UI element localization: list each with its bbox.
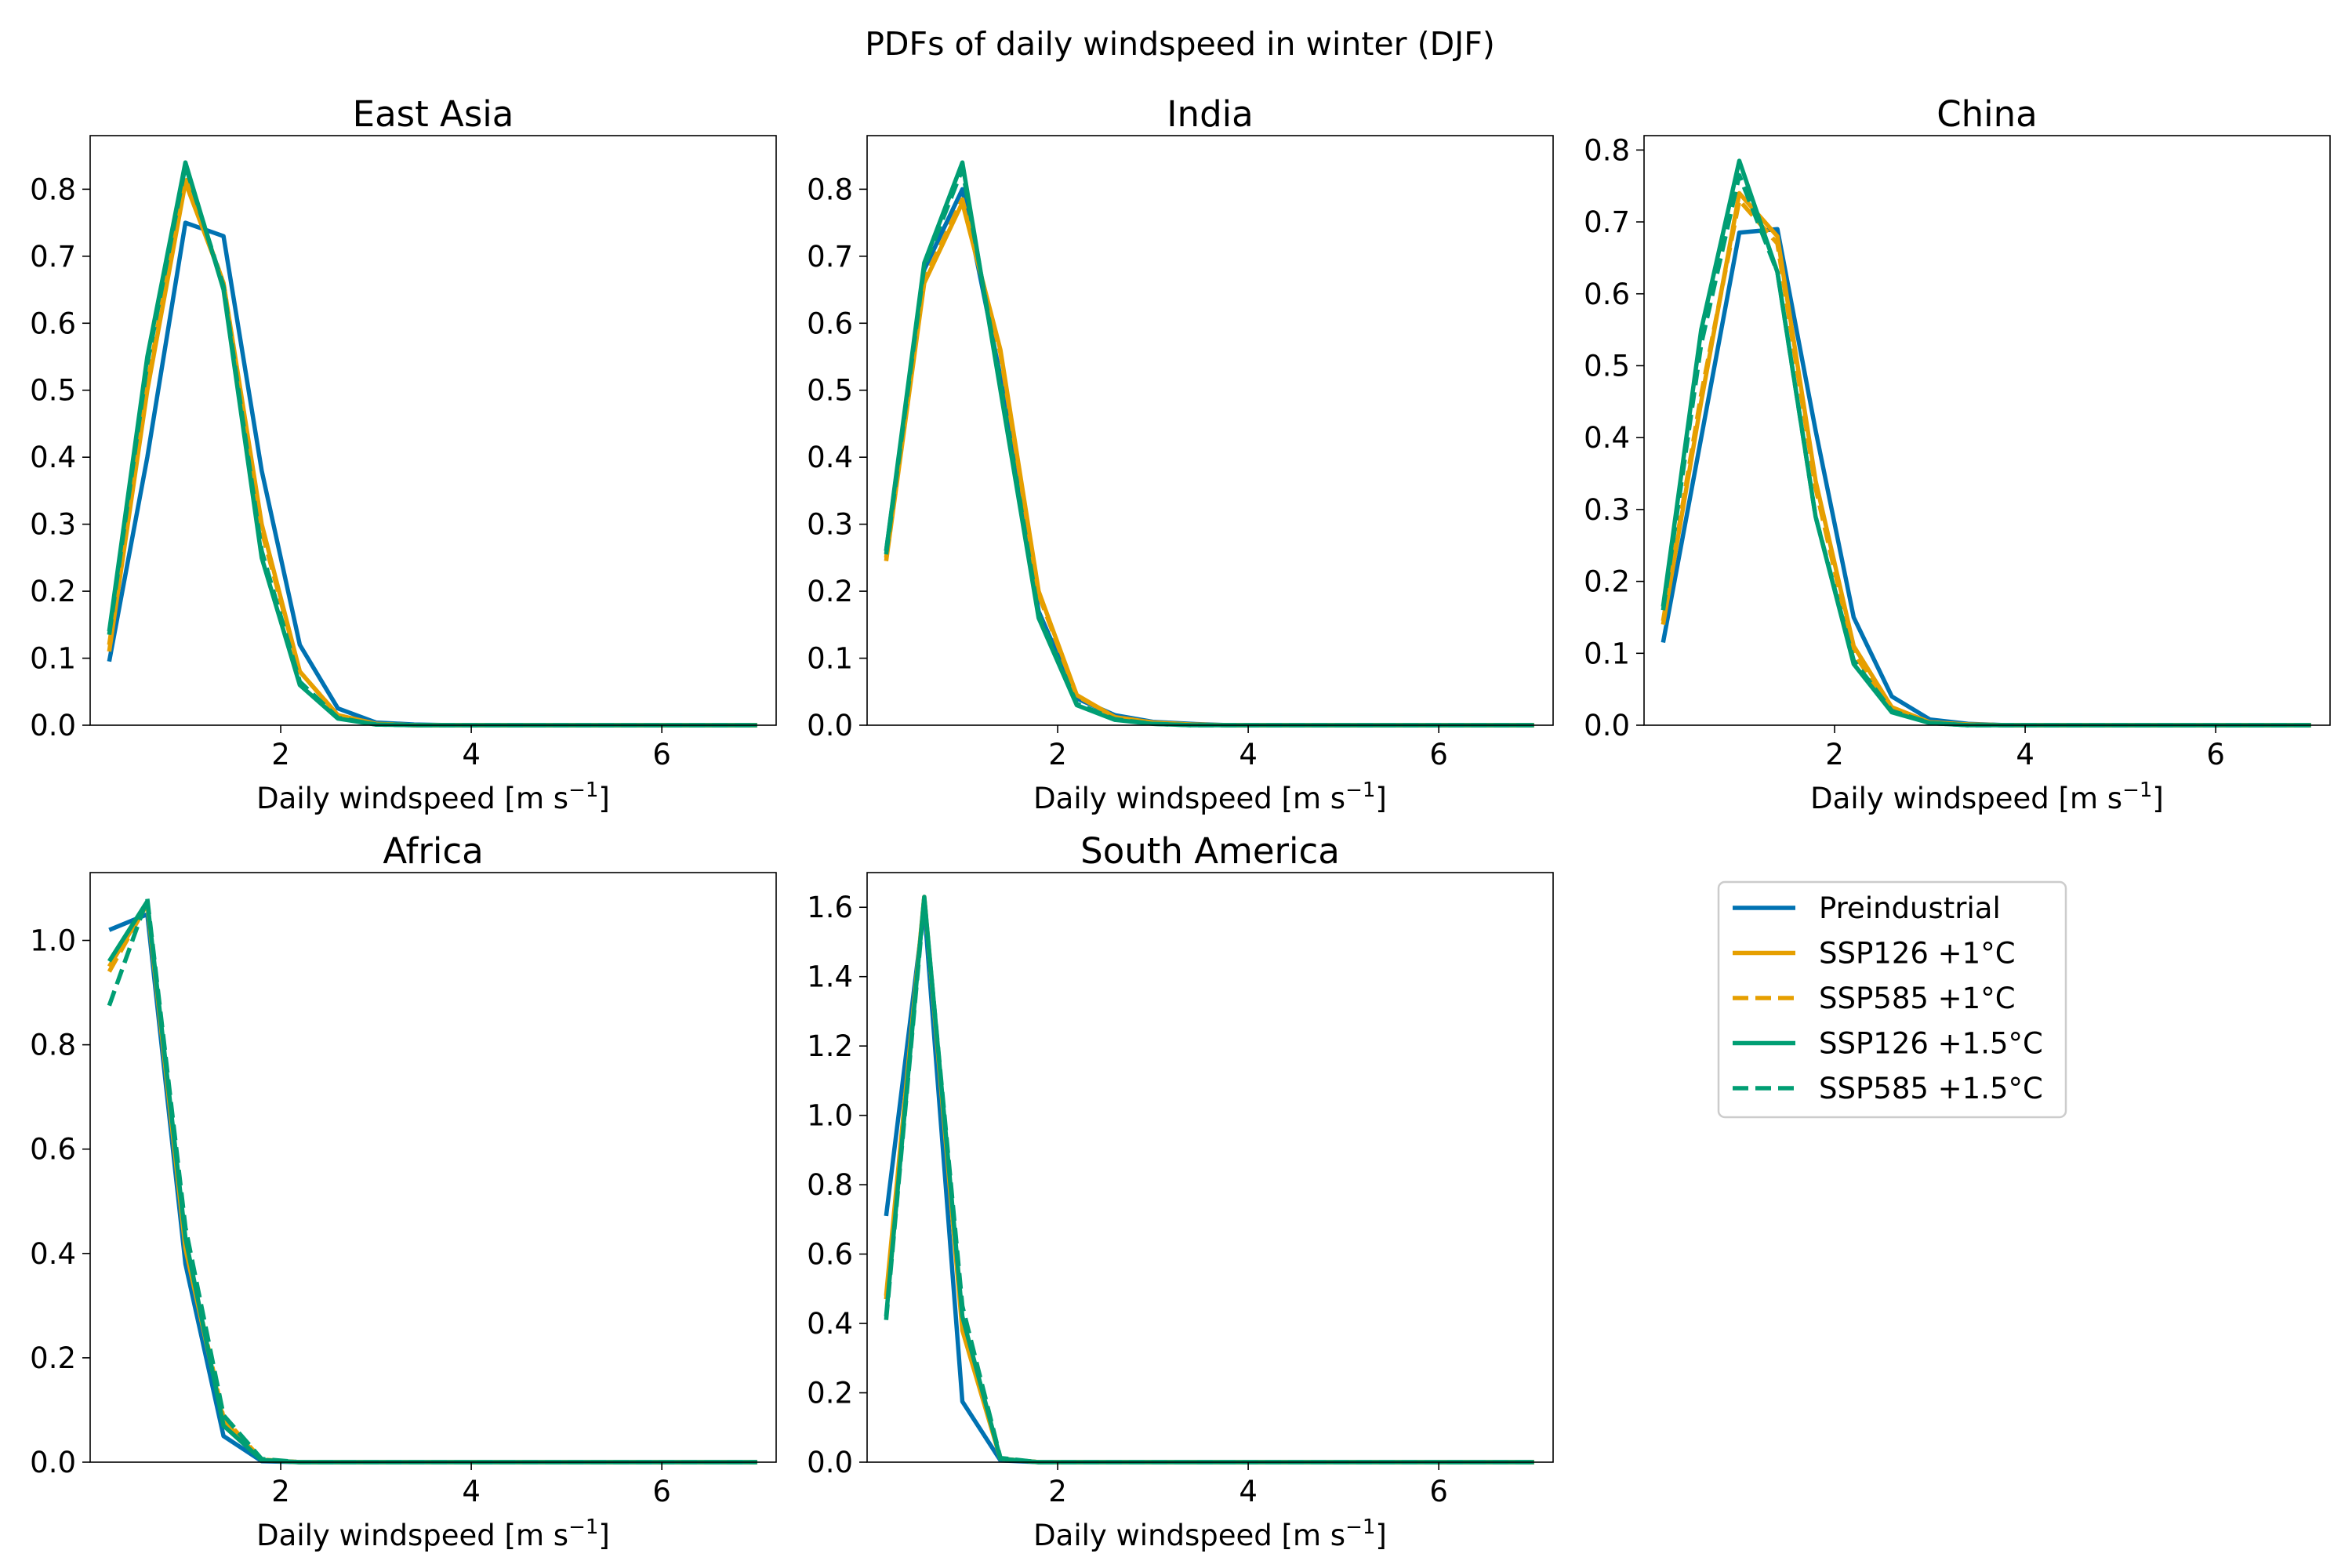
x-axis-label-east-asia: Daily windspeed [m s−1]	[256, 779, 610, 815]
x-tick-label: 2	[271, 1475, 290, 1508]
legend-entry-ssp126-1-5-c: SSP126 +1.5°C	[1733, 1027, 2043, 1061]
y-tick-label: 0.0	[1584, 709, 1630, 742]
y-tick-label: 0.8	[807, 172, 853, 206]
x-tick-label: 2	[1048, 738, 1067, 771]
subplot-title-china: China	[1936, 93, 2038, 135]
y-tick-label: 0.2	[1584, 565, 1630, 599]
y-tick-label: 0.4	[807, 1307, 853, 1341]
x-tick-label: 4	[1239, 738, 1258, 771]
y-tick-label: 1.0	[30, 924, 76, 958]
plot-frame-china	[1643, 135, 2331, 726]
y-tick-label: 0.5	[807, 374, 853, 408]
x-tick-label: 6	[1429, 738, 1448, 771]
legend-entry-preindustrial: Preindustrial	[1733, 891, 2001, 925]
y-tick-label: 0.4	[30, 441, 76, 474]
subplot-india: India 0.0 0.1 0.2 0.3 0.4 0.5 0.6 0.7 0.8 2 4 6 Daily…	[807, 93, 1554, 815]
subplot-title-east-asia: East Asia	[353, 93, 514, 135]
y-tick-label: 0.2	[30, 1341, 76, 1375]
y-tick-label: 0.6	[1584, 278, 1630, 311]
legend-label: SSP126 +1°C	[1819, 937, 2016, 971]
legend: Preindustrial SSP126 +1°C SSP585 +1°C SSP12…	[1717, 880, 2067, 1119]
subplot-east-asia: East Asia 0.0 0.1 0.2 0.3 0.4 0.5 0.6 0.7 0.8 2 4 6 D…	[30, 93, 777, 815]
x-tick-label: 4	[2016, 738, 2034, 771]
legend-label: SSP585 +1.5°C	[1819, 1072, 2043, 1105]
legend-label: SSP585 +1°C	[1819, 982, 2016, 1015]
y-tick-label: 0.8	[807, 1168, 853, 1202]
subplot-africa: Africa 0.0 0.2 0.4 0.6 0.8 1.0 2 4 6 Daily windspe…	[30, 830, 777, 1552]
y-tick-label: 0.6	[30, 307, 76, 340]
x-tick-label: 2	[271, 738, 290, 771]
y-tick-label: 0.5	[30, 374, 76, 408]
y-tick-label: 1.2	[807, 1029, 853, 1063]
x-axis-label-india: Daily windspeed [m s−1]	[1033, 779, 1387, 815]
plot-frame-south-america	[866, 872, 1554, 1463]
y-tick-label: 1.4	[807, 960, 853, 994]
figure-title: PDFs of daily windspeed in winter (DJF)	[865, 25, 1495, 63]
y-tick-label: 0.7	[30, 240, 76, 274]
plot-frame-india	[866, 135, 1554, 726]
y-tick-label: 0.3	[30, 508, 76, 542]
x-axis-label-africa: Daily windspeed [m s−1]	[256, 1515, 610, 1552]
y-tick-label: 0.2	[30, 575, 76, 608]
y-tick-label: 0.0	[30, 709, 76, 742]
y-tick-label: 0.8	[1584, 133, 1630, 167]
y-tick-label: 0.6	[30, 1133, 76, 1167]
y-tick-label: 0.7	[1584, 205, 1630, 239]
x-tick-label: 6	[1429, 1475, 1448, 1508]
y-tick-label: 0.3	[807, 508, 853, 542]
subplot-south-america: South America 0.0 0.2 0.4 0.6 0.8 1.0 1.2 1.4 1.6…	[807, 830, 1554, 1552]
x-tick-label: 2	[1825, 738, 1844, 771]
y-tick-label: 0.6	[807, 1238, 853, 1272]
y-tick-label: 0.8	[30, 1029, 76, 1062]
x-tick-label: 6	[652, 738, 671, 771]
y-tick-label: 0.8	[30, 172, 76, 206]
legend-entry-ssp585-1-5-c: SSP585 +1.5°C	[1733, 1072, 2043, 1105]
x-tick-label: 4	[462, 738, 481, 771]
y-tick-label: 0.3	[1584, 493, 1630, 527]
subplot-title-india: India	[1167, 93, 1253, 135]
y-tick-label: 0.6	[807, 307, 853, 340]
subplot-title-africa: Africa	[383, 830, 483, 872]
y-tick-label: 0.5	[1584, 349, 1630, 383]
legend-label: SSP126 +1.5°C	[1819, 1027, 2043, 1061]
y-tick-label: 0.2	[807, 1377, 853, 1410]
x-tick-label: 6	[652, 1475, 671, 1508]
x-axis-label-china: Daily windspeed [m s−1]	[1810, 779, 2164, 815]
legend-label: Preindustrial	[1819, 891, 2001, 925]
legend-entry-ssp126-1-c: SSP126 +1°C	[1733, 937, 2016, 971]
y-tick-label: 0.0	[807, 1446, 853, 1479]
plot-frame-east-asia	[89, 135, 777, 726]
y-tick-label: 0.0	[30, 1446, 76, 1479]
subplot-title-south-america: South America	[1080, 830, 1340, 872]
x-tick-label: 2	[1048, 1475, 1067, 1508]
legend-box	[1717, 880, 2067, 1119]
y-tick-label: 0.4	[30, 1237, 76, 1271]
y-tick-label: 0.2	[807, 575, 853, 608]
y-tick-label: 0.1	[30, 642, 76, 676]
subplots-group: East Asia 0.0 0.1 0.2 0.3 0.4 0.5 0.6 0.7 0.8 2 4 6 D…	[30, 93, 2331, 1552]
y-tick-label: 0.4	[1584, 421, 1630, 455]
subplot-china: China 0.0 0.1 0.2 0.3 0.4 0.5 0.6 0.7 0.8 2 4 6 Daily…	[1584, 93, 2331, 815]
y-tick-label: 1.6	[807, 891, 853, 924]
y-tick-label: 0.1	[1584, 637, 1630, 670]
y-tick-label: 0.1	[807, 642, 853, 676]
x-tick-label: 4	[1239, 1475, 1258, 1508]
y-tick-label: 0.4	[807, 441, 853, 474]
y-tick-label: 0.7	[807, 240, 853, 274]
y-tick-label: 1.0	[807, 1099, 853, 1133]
legend-entry-ssp585-1-c: SSP585 +1°C	[1733, 982, 2016, 1015]
y-tick-label: 0.0	[807, 709, 853, 742]
x-tick-label: 6	[2206, 738, 2225, 771]
x-tick-label: 4	[462, 1475, 481, 1508]
x-axis-label-south-america: Daily windspeed [m s−1]	[1033, 1515, 1387, 1552]
plot-frame-africa	[89, 872, 777, 1463]
